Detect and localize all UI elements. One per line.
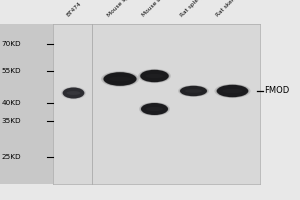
Ellipse shape <box>62 87 85 99</box>
Text: Mouse brain: Mouse brain <box>141 0 170 18</box>
Ellipse shape <box>185 89 202 93</box>
Ellipse shape <box>103 72 137 86</box>
Text: 25KD: 25KD <box>2 154 21 160</box>
Ellipse shape <box>180 86 207 96</box>
Ellipse shape <box>140 69 169 83</box>
Text: 70KD: 70KD <box>2 41 21 47</box>
Ellipse shape <box>216 84 249 98</box>
Ellipse shape <box>138 69 171 83</box>
FancyBboxPatch shape <box>0 24 52 184</box>
FancyBboxPatch shape <box>52 24 260 184</box>
Ellipse shape <box>178 85 209 97</box>
Text: Mouse spleen: Mouse spleen <box>106 0 139 18</box>
Ellipse shape <box>140 103 169 115</box>
Ellipse shape <box>140 70 169 82</box>
Text: 35KD: 35KD <box>2 118 21 124</box>
Ellipse shape <box>214 84 250 98</box>
Ellipse shape <box>103 72 136 86</box>
Text: BT474: BT474 <box>66 1 83 18</box>
Ellipse shape <box>222 89 243 93</box>
Ellipse shape <box>109 77 131 81</box>
Ellipse shape <box>179 86 208 96</box>
Ellipse shape <box>101 71 139 87</box>
Ellipse shape <box>63 88 84 98</box>
Ellipse shape <box>61 87 86 99</box>
Ellipse shape <box>145 74 164 78</box>
Ellipse shape <box>139 102 170 116</box>
Ellipse shape <box>67 91 80 95</box>
Text: FMOD: FMOD <box>264 86 289 95</box>
Ellipse shape <box>141 103 168 115</box>
Text: 55KD: 55KD <box>2 68 21 74</box>
FancyBboxPatch shape <box>260 24 300 184</box>
Ellipse shape <box>146 107 163 111</box>
Ellipse shape <box>217 85 248 97</box>
Text: Rat spleen: Rat spleen <box>179 0 205 18</box>
Text: 40KD: 40KD <box>2 100 21 106</box>
Text: Rat skeletal muscle: Rat skeletal muscle <box>215 0 260 18</box>
